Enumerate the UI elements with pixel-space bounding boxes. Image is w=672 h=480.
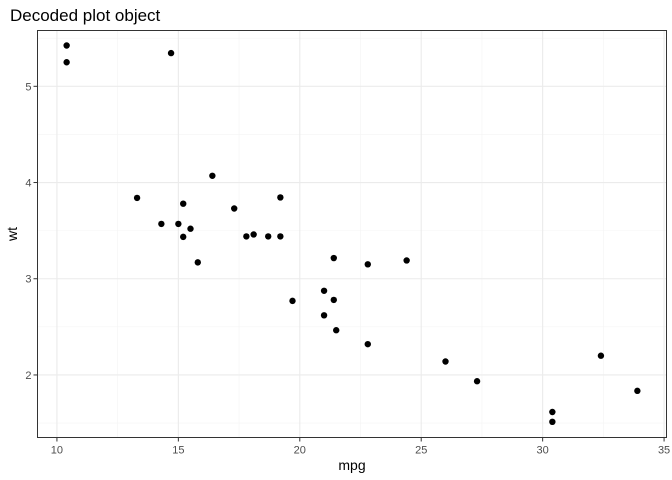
data-point — [167, 49, 175, 57]
data-point — [180, 233, 187, 241]
data-point — [265, 233, 272, 240]
data-point — [250, 231, 257, 238]
data-point — [63, 59, 70, 66]
data-point — [231, 205, 238, 212]
data-point — [473, 378, 481, 385]
data-point — [194, 259, 201, 266]
data-point — [320, 312, 328, 319]
data-point — [364, 340, 371, 348]
panel-border — [37, 30, 667, 438]
data-point — [320, 287, 328, 294]
minor-gridlines — [37, 30, 667, 438]
data-point — [597, 352, 605, 359]
data-point — [158, 220, 165, 228]
data-point — [243, 233, 250, 240]
y-tick-label: 4 — [25, 178, 31, 190]
data-point — [403, 257, 410, 264]
data-point — [634, 387, 641, 395]
y-axis-title: wt — [4, 227, 20, 242]
y-tick-label: 3 — [25, 274, 31, 286]
data-point — [330, 254, 337, 262]
x-tick-label: 20 — [294, 445, 306, 457]
data-point — [277, 233, 284, 240]
data-point — [364, 261, 371, 268]
y-tick-label: 5 — [25, 81, 31, 93]
x-tick-label: 15 — [172, 445, 184, 457]
chart-title: Decoded plot object — [10, 6, 161, 25]
y-axis-ticks: 2 3 4 5 — [25, 81, 38, 382]
data-point — [549, 418, 556, 426]
data-point — [277, 194, 284, 201]
x-tick-label: 35 — [658, 445, 670, 457]
x-axis-title: mpg — [338, 457, 365, 473]
data-point — [333, 327, 340, 334]
data-points — [63, 42, 641, 426]
data-point — [175, 220, 182, 228]
data-point — [209, 172, 216, 179]
x-axis-ticks: 10 15 20 25 30 35 — [51, 437, 670, 457]
data-point — [442, 358, 449, 365]
data-point — [289, 297, 296, 305]
data-point — [330, 296, 337, 304]
major-gridlines — [37, 30, 667, 438]
x-tick-label: 10 — [51, 445, 63, 457]
data-point — [549, 408, 556, 416]
data-point — [133, 194, 141, 202]
data-point — [187, 225, 194, 232]
data-point — [180, 200, 187, 207]
data-point — [63, 42, 70, 49]
x-tick-label: 30 — [537, 445, 549, 457]
y-tick-label: 2 — [25, 370, 31, 382]
x-tick-label: 25 — [415, 445, 427, 457]
